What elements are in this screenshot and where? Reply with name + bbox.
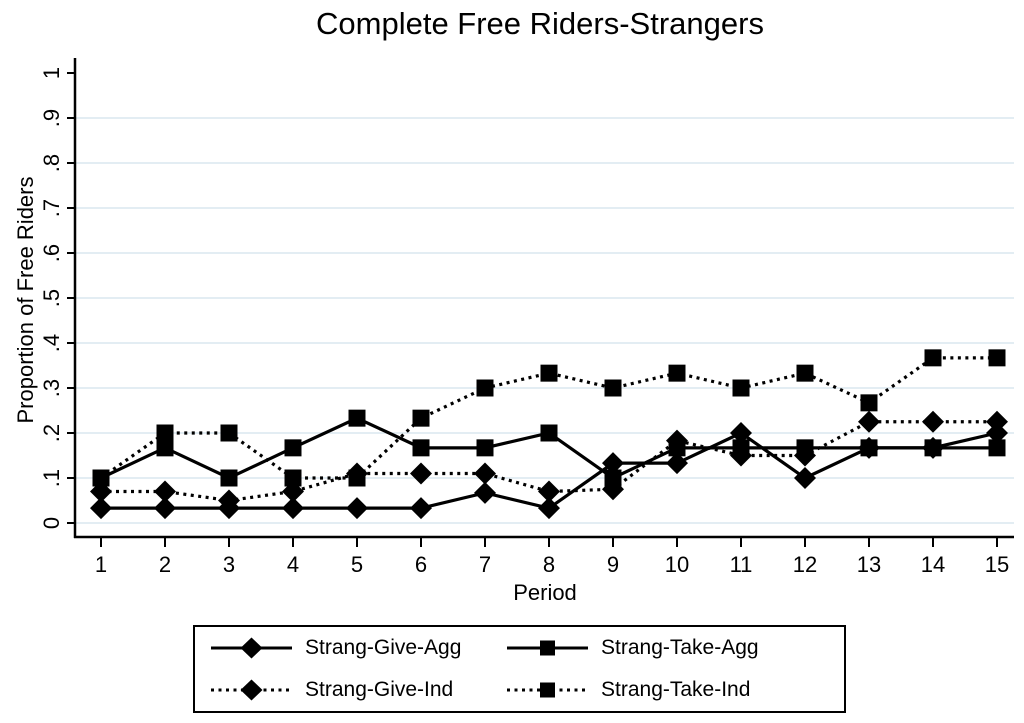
solid-line-square-marker-icon (507, 640, 588, 656)
svg-text:4: 4 (287, 552, 299, 577)
svg-text:.9: .9 (39, 109, 64, 127)
svg-text:2: 2 (159, 552, 171, 577)
svg-text:.7: .7 (39, 199, 64, 217)
svg-text:8: 8 (543, 552, 555, 577)
svg-text:12: 12 (793, 552, 817, 577)
dotted-line-diamond-marker-icon (211, 679, 292, 701)
svg-text:6: 6 (415, 552, 427, 577)
svg-text:14: 14 (921, 552, 945, 577)
svg-text:13: 13 (857, 552, 881, 577)
svg-text:.3: .3 (39, 379, 64, 397)
svg-text:1: 1 (95, 552, 107, 577)
svg-text:.5: .5 (39, 289, 64, 307)
svg-text:.4: .4 (39, 334, 64, 352)
legend-item-strang-give-ind: Strang-Give-Ind (209, 677, 505, 703)
x-axis-title: Period (513, 580, 577, 605)
svg-text:11: 11 (730, 552, 753, 577)
svg-text:.6: .6 (39, 244, 64, 262)
svg-text:10: 10 (665, 552, 689, 577)
legend-label: Strang-Give-Ind (305, 678, 454, 701)
chart-title: Complete Free Riders-Strangers (316, 6, 764, 41)
svg-text:0: 0 (39, 517, 64, 529)
svg-text:7: 7 (479, 552, 491, 577)
legend-item-strang-take-ind: Strang-Take-Ind (505, 677, 844, 703)
svg-text:9: 9 (607, 552, 619, 577)
legend: Strang-Give-Agg Strang-Take-Agg Strang-G… (193, 625, 846, 713)
svg-text:3: 3 (223, 552, 235, 577)
svg-text:1: 1 (39, 67, 64, 79)
legend-label: Strang-Take-Agg (601, 636, 759, 659)
svg-text:.8: .8 (39, 154, 64, 172)
legend-label: Strang-Take-Ind (601, 678, 751, 701)
svg-text:15: 15 (985, 552, 1009, 577)
legend-item-strang-give-agg: Strang-Give-Agg (209, 635, 505, 661)
solid-line-diamond-marker-icon (211, 637, 292, 659)
y-axis-title: Proportion of Free Riders (13, 176, 38, 424)
dotted-line-square-marker-icon (507, 682, 588, 698)
svg-text:.1: .1 (39, 469, 64, 487)
legend-item-strang-take-agg: Strang-Take-Agg (505, 635, 844, 661)
svg-text:5: 5 (351, 552, 363, 577)
legend-label: Strang-Give-Agg (305, 636, 462, 659)
svg-text:.2: .2 (39, 424, 64, 442)
